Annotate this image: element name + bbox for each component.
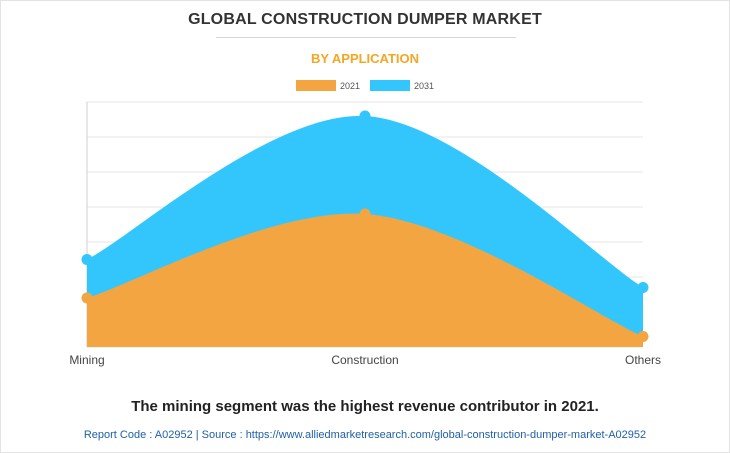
- legend-item-2021[interactable]: 2021: [295, 80, 360, 91]
- area-series-2021: [87, 213, 643, 347]
- data-point-2031-mining: [81, 254, 93, 265]
- chart-caption: The mining segment was the highest reven…: [131, 398, 599, 415]
- legend-item-2031[interactable]: 2031: [370, 80, 434, 91]
- legend: 2021 2031: [0, 80, 730, 91]
- data-point-2021-others: [637, 331, 649, 342]
- legend-swatch-2031: [370, 80, 410, 91]
- data-point-2021-mining: [81, 292, 93, 304]
- legend-swatch-2021: [295, 80, 336, 91]
- data-point-2031-others: [637, 282, 649, 293]
- data-point-2031-construction: [359, 110, 371, 122]
- data-point-2021-construction: [359, 208, 371, 220]
- x-tick-label-construction: Construction: [331, 353, 398, 367]
- legend-label-2021: 2021: [339, 80, 360, 91]
- x-tick-label-others: Others: [625, 353, 661, 367]
- report-footer: Report Code : A02952 | Source : https://…: [83, 429, 647, 441]
- legend-label-2031: 2031: [414, 80, 435, 91]
- x-tick-label-mining: Mining: [69, 353, 104, 367]
- chart-title: GLOBAL CONSTRUCTION DUMPER MARKET: [188, 11, 542, 28]
- title-divider: [216, 37, 516, 38]
- chart-subtitle: BY APPLICATION: [310, 51, 420, 66]
